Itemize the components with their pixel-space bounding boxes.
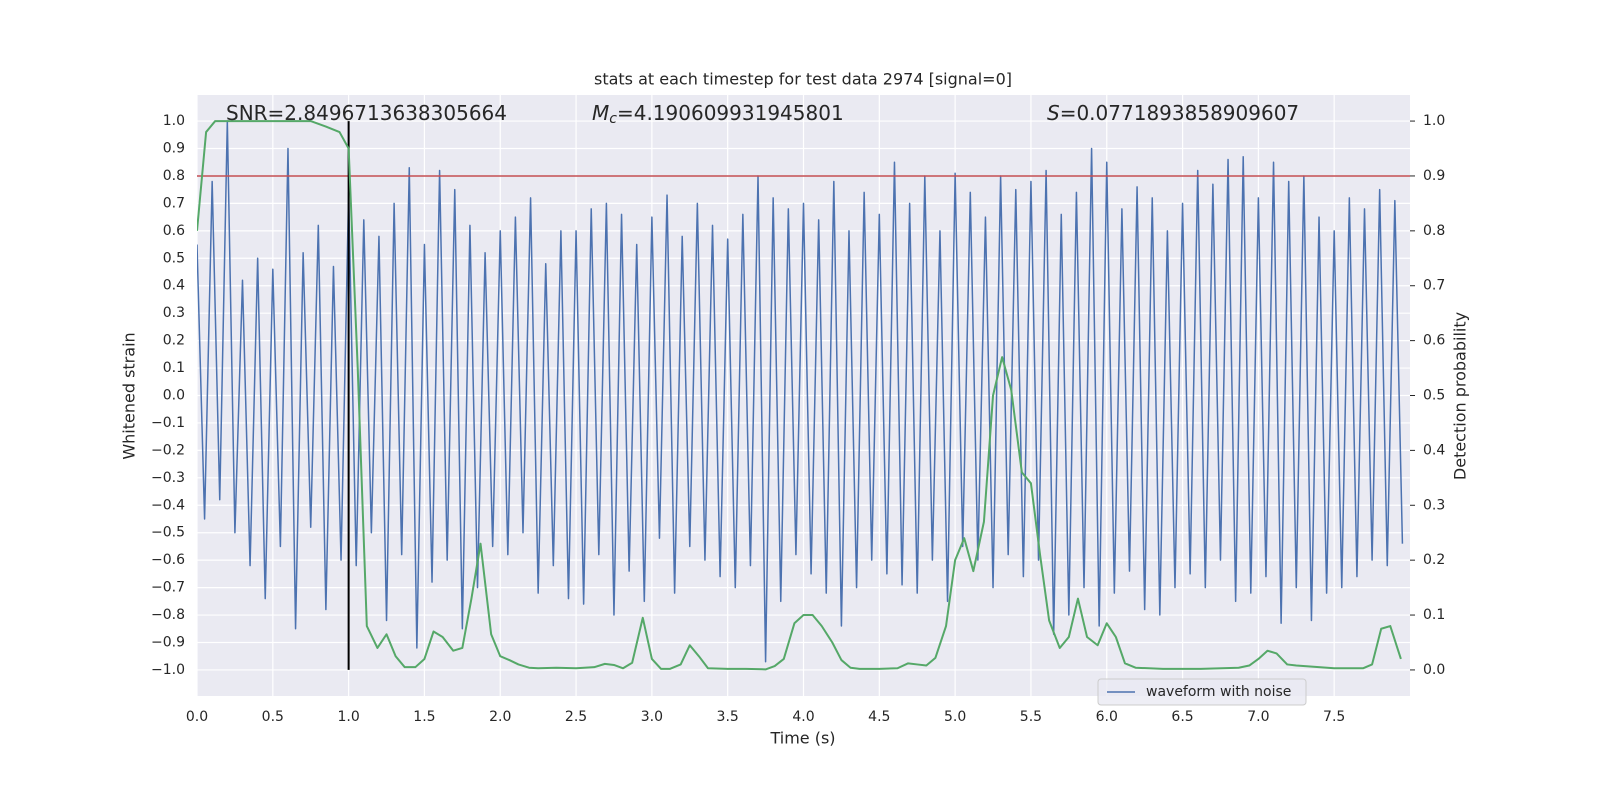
y-tick-label: −0.3 (151, 470, 185, 486)
x-tick-label: 0.5 (262, 709, 284, 725)
x-tick-label: 6.5 (1171, 709, 1193, 725)
y2-tick-label: 0.7 (1423, 278, 1445, 294)
y2-tick-label: 0.1 (1423, 607, 1445, 623)
y2-tick-label: 0.5 (1423, 388, 1445, 404)
annotation-symbol: S (1047, 101, 1060, 125)
x-tick-label: 1.0 (337, 709, 359, 725)
y-tick-label: 0.5 (163, 250, 185, 266)
y-tick-label: −0.5 (151, 525, 185, 541)
annotation: S=0.0771893858909607 (1047, 101, 1299, 125)
annotation-subscript: c (609, 111, 617, 127)
x-tick-label: 0.0 (186, 709, 208, 725)
y2-tick-label: 0.4 (1423, 442, 1445, 458)
annotation: Mc=4.190609931945801 (592, 101, 844, 128)
x-tick-label: 4.5 (868, 709, 890, 725)
annotation: SNR=2.8496713638305664 (226, 101, 507, 125)
x-tick-label: 3.5 (717, 709, 739, 725)
annotation-text: =0.0771893858909607 (1060, 101, 1299, 125)
x-tick-label: 3.0 (641, 709, 663, 725)
y-tick-label: 0.8 (163, 168, 185, 184)
y2-tick-label: 0.6 (1423, 333, 1445, 349)
legend-box (1097, 678, 1307, 706)
x-axis-label: Time (s) (769, 729, 835, 748)
x-tick-label: 1.5 (413, 709, 435, 725)
y-tick-label: 0.3 (163, 305, 185, 321)
chart-title: stats at each timestep for test data 297… (594, 70, 1012, 89)
x-tick-label: 5.5 (1020, 709, 1042, 725)
x-tick-label: 7.5 (1323, 709, 1345, 725)
y-tick-label: 0.9 (163, 141, 185, 157)
annotation-symbol: M (592, 101, 609, 125)
y-tick-label: 0.0 (163, 388, 185, 404)
y-tick-label: 0.2 (163, 333, 185, 349)
y2-tick-label: 0.9 (1423, 168, 1445, 184)
x-tick-label: 2.5 (565, 709, 587, 725)
y2-tick-label: 1.0 (1423, 113, 1445, 129)
waveform-line (197, 120, 1404, 663)
y-tick-label: −0.1 (151, 415, 185, 431)
x-tick-label: 6.0 (1096, 709, 1118, 725)
y-tick-label: −0.6 (151, 552, 185, 568)
y-tick-label: −0.7 (151, 580, 185, 596)
y-tick-label: −0.2 (151, 442, 185, 458)
y-tick-label: −0.4 (151, 497, 185, 513)
x-tick-label: 5.0 (944, 709, 966, 725)
y-tick-label: 0.7 (163, 195, 185, 211)
y2-axis-label: Detection probability (1451, 312, 1470, 480)
y-tick-label: −1.0 (151, 662, 185, 678)
annotation-text: SNR=2.8496713638305664 (226, 101, 507, 125)
x-tick-label: 2.0 (489, 709, 511, 725)
y-axis-label: Whitened strain (120, 332, 139, 459)
y2-tick-label: 0.2 (1423, 552, 1445, 568)
plot-layer (197, 120, 1410, 671)
legend-label: waveform with noise (1146, 684, 1291, 700)
probability-line (197, 120, 1402, 671)
y2-tick-label: 0.3 (1423, 497, 1445, 513)
y-tick-label: −0.9 (151, 634, 185, 650)
y-tick-label: 0.4 (163, 278, 185, 294)
y-tick-label: 1.0 (163, 113, 185, 129)
y-tick-label: −0.8 (151, 607, 185, 623)
y2-tick-label: 0.0 (1423, 662, 1445, 678)
y-tick-label: 0.6 (163, 223, 185, 239)
y2-tick-label: 0.8 (1423, 223, 1445, 239)
annotation-text: =4.190609931945801 (617, 101, 844, 125)
y-tick-label: 0.1 (163, 360, 185, 376)
x-tick-label: 4.0 (792, 709, 814, 725)
x-tick-label: 7.0 (1247, 709, 1269, 725)
